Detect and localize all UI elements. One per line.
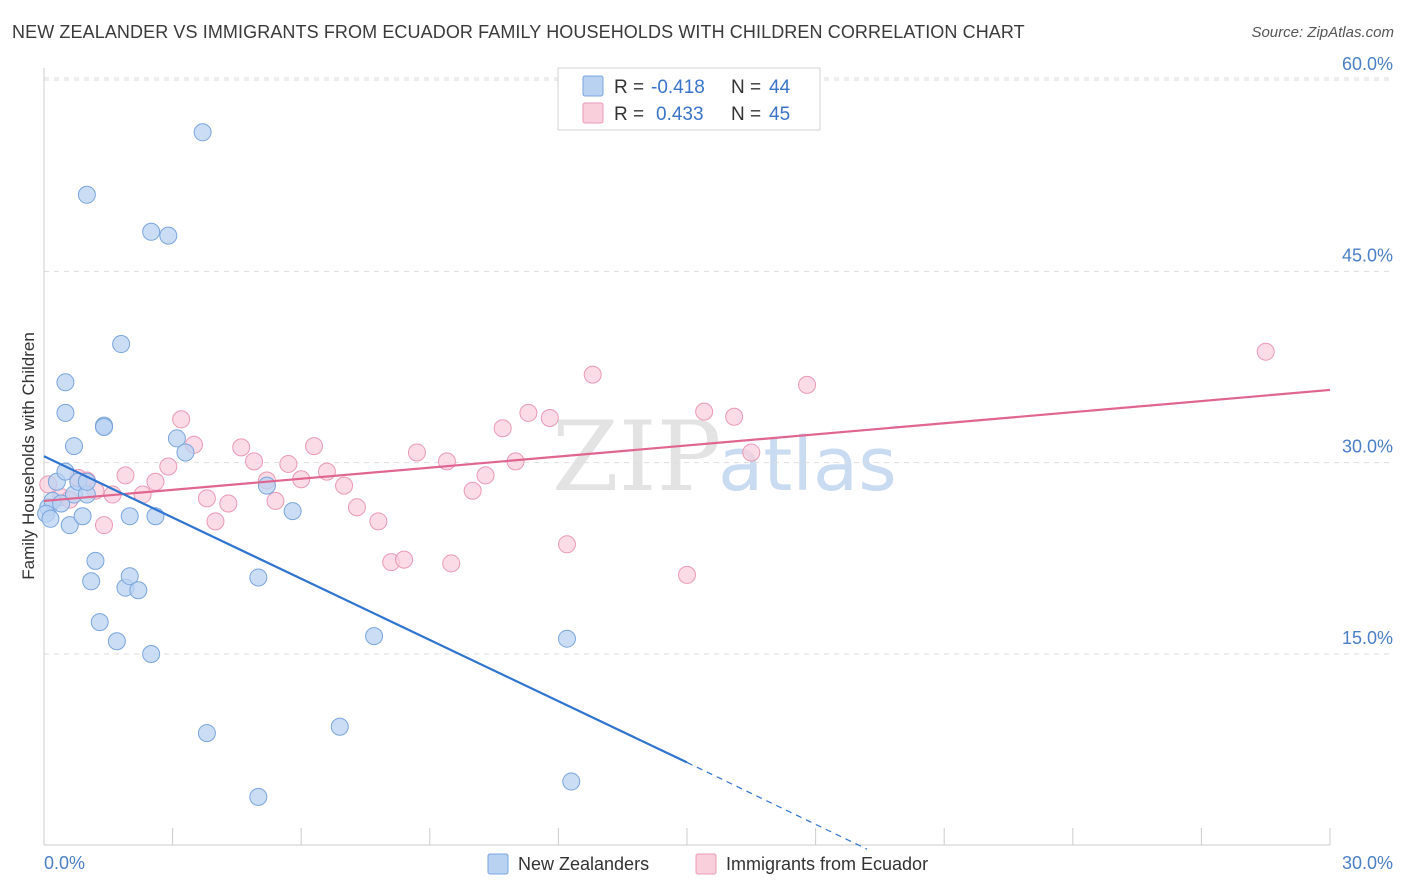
data-point-ecuador	[159, 457, 178, 476]
data-point-ecuador	[695, 402, 714, 421]
data-point-new-zealanders	[249, 568, 268, 587]
data-point-ecuador	[219, 494, 238, 513]
data-point-new-zealanders	[107, 632, 126, 651]
data-point-new-zealanders	[77, 185, 96, 204]
data-point-new-zealanders	[95, 417, 114, 436]
data-point-new-zealanders	[56, 403, 75, 422]
data-point-ecuador	[146, 472, 165, 491]
data-point-new-zealanders	[82, 572, 101, 591]
data-point-new-zealanders	[159, 226, 178, 245]
data-point-new-zealanders	[65, 437, 84, 456]
legend-r-value-blue: -0.418	[651, 77, 705, 98]
legend-n-label-pink: N =	[731, 104, 761, 125]
data-point-new-zealanders	[60, 516, 79, 535]
data-point-new-zealanders	[562, 772, 581, 791]
data-point-ecuador	[197, 489, 216, 508]
data-point-ecuador	[583, 365, 602, 384]
data-point-ecuador	[540, 409, 559, 428]
data-point-ecuador	[116, 466, 135, 485]
data-point-new-zealanders	[73, 507, 92, 526]
bottom-legend-label-pink: Immigrants from Ecuador	[726, 854, 928, 874]
data-point-new-zealanders	[365, 627, 384, 646]
data-point-ecuador	[245, 452, 264, 471]
data-point-ecuador	[347, 498, 366, 517]
bottom-legend-swatch-pink	[695, 853, 717, 875]
data-point-ecuador	[493, 419, 512, 438]
data-point-new-zealanders	[197, 724, 216, 743]
data-point-ecuador	[407, 443, 426, 462]
data-point-ecuador	[798, 375, 817, 394]
data-point-ecuador	[279, 454, 298, 473]
y-tick-label: 30.0%	[1342, 437, 1393, 457]
data-point-ecuador	[206, 512, 225, 531]
data-point-ecuador	[305, 437, 324, 456]
data-point-ecuador	[232, 438, 251, 457]
data-point-new-zealanders	[120, 507, 139, 526]
data-point-ecuador	[395, 550, 414, 569]
correlation-legend: R = -0.418 N = 44 R = 0.433 N = 45	[557, 67, 821, 131]
legend-r-label-pink: R =	[614, 104, 644, 125]
data-point-ecuador	[266, 491, 285, 510]
data-point-new-zealanders	[330, 717, 349, 736]
data-point-ecuador	[335, 476, 354, 495]
y-tick-label: 60.0%	[1342, 54, 1393, 74]
data-point-ecuador	[95, 516, 114, 535]
data-point-ecuador	[1256, 342, 1275, 361]
data-point-new-zealanders	[129, 581, 148, 600]
bottom-legend-label-blue: New Zealanders	[518, 854, 649, 874]
data-point-new-zealanders	[167, 429, 186, 448]
data-point-new-zealanders	[142, 222, 161, 241]
data-point-new-zealanders	[176, 443, 195, 462]
legend-swatch-pink	[582, 102, 604, 124]
trend-line-ecuador	[43, 388, 1331, 503]
trend-line-new-zealanders-extension	[686, 761, 868, 850]
data-point-new-zealanders	[86, 551, 105, 570]
y-tick-labels: 15.0% 30.0% 45.0% 60.0%	[1342, 54, 1393, 648]
trend-lines	[43, 388, 1331, 850]
y-axis-label: Family Households with Children	[19, 332, 38, 580]
data-point-new-zealanders	[90, 613, 109, 632]
data-point-ecuador	[442, 554, 461, 573]
legend-n-value-blue: 44	[769, 77, 791, 98]
source-label: Source: ZipAtlas.com	[1251, 24, 1394, 41]
x-tick-label-max: 30.0%	[1342, 853, 1393, 873]
data-point-ecuador	[519, 403, 538, 422]
x-tick-label-min: 0.0%	[44, 853, 85, 873]
legend-n-value-pink: 45	[769, 104, 790, 125]
data-point-new-zealanders	[112, 335, 131, 354]
chart-title: NEW ZEALANDER VS IMMIGRANTS FROM ECUADOR…	[12, 22, 1025, 42]
data-point-ecuador	[678, 565, 696, 584]
y-tick-label: 45.0%	[1342, 245, 1393, 265]
legend-r-label-blue: R =	[614, 77, 644, 98]
watermark-zip: ZIP	[552, 401, 721, 513]
data-point-new-zealanders	[193, 123, 212, 142]
data-point-ecuador	[742, 443, 761, 462]
legend-swatch-blue	[582, 75, 604, 97]
bottom-legend-swatch-blue	[487, 853, 509, 875]
data-point-new-zealanders	[41, 509, 60, 528]
data-point-ecuador	[369, 512, 388, 531]
legend-n-label-blue: N =	[731, 77, 761, 98]
trend-line-new-zealanders	[43, 455, 688, 764]
data-point-new-zealanders	[557, 629, 576, 648]
data-point-ecuador	[476, 466, 495, 485]
data-point-new-zealanders	[120, 567, 139, 586]
data-point-ecuador	[463, 481, 482, 500]
legend-r-value-pink: 0.433	[656, 104, 704, 125]
series-new-zealanders-points	[37, 123, 581, 806]
data-point-ecuador	[557, 535, 576, 554]
y-tick-label: 15.0%	[1342, 628, 1393, 648]
grid-lines	[44, 77, 1393, 655]
watermark-atlas: atlas	[718, 422, 897, 508]
data-point-new-zealanders	[249, 787, 268, 806]
x-axis-ticks	[43, 828, 1331, 845]
data-point-new-zealanders	[257, 476, 276, 495]
data-point-new-zealanders	[56, 373, 75, 392]
series-legend: New Zealanders Immigrants from Ecuador	[487, 853, 928, 875]
data-point-new-zealanders	[142, 645, 161, 663]
data-point-ecuador	[725, 407, 744, 426]
data-point-new-zealanders	[283, 502, 302, 521]
data-point-ecuador	[172, 410, 191, 429]
